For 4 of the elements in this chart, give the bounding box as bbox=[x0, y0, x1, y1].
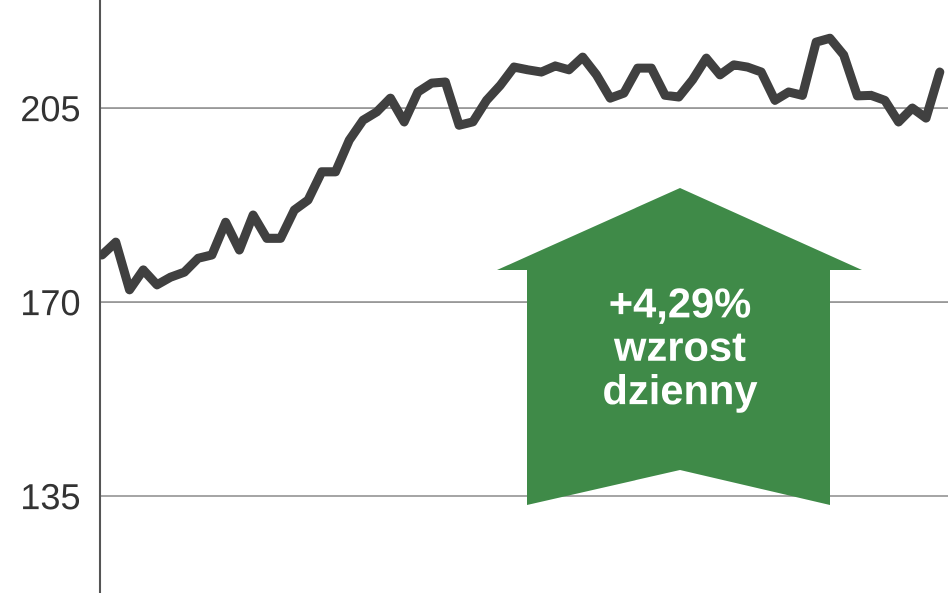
annotation: +4,29% wzrost dzienny bbox=[604, 288, 758, 413]
y-tick-label: 205 bbox=[22, 96, 80, 122]
y-tick-label: 170 bbox=[23, 290, 80, 316]
y-tick-label: 135 bbox=[23, 484, 80, 510]
